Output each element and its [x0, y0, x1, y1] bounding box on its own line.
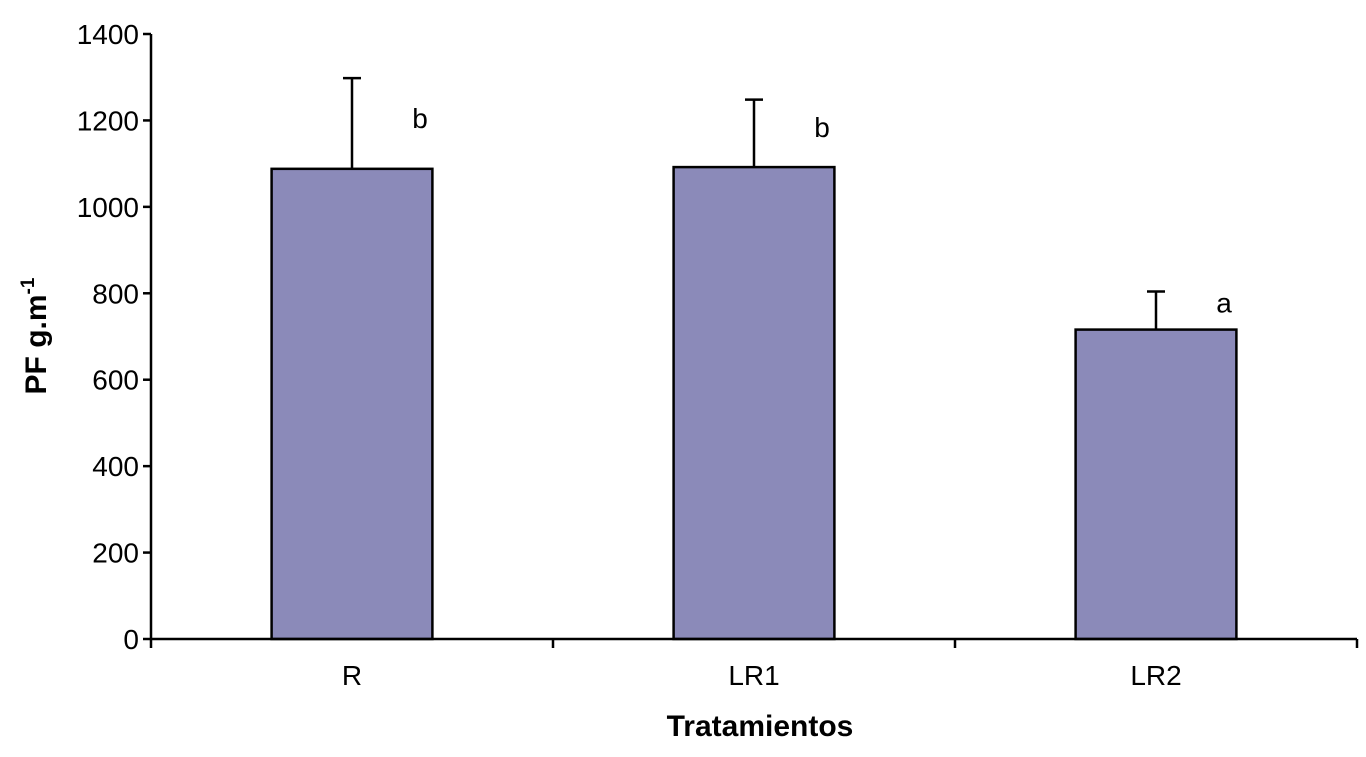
- y-ticks-layer: 0 200 400 600 800 1000 1200 1400: [77, 19, 151, 655]
- y-tick-label: 600: [92, 365, 139, 396]
- y-tick-label: 1400: [77, 19, 139, 50]
- y-tick-label: 800: [92, 278, 139, 309]
- significance-labels-layer: b b a: [412, 103, 1232, 318]
- x-axis-title: Tratamientos: [667, 710, 854, 743]
- axes-layer: [149, 34, 1357, 641]
- bar-r: [270, 167, 434, 641]
- y-tick-label: 1000: [77, 192, 139, 223]
- bar-lr1: [672, 165, 836, 641]
- significance-letter-lr1: b: [814, 112, 830, 143]
- y-tick-label: 200: [92, 538, 139, 569]
- y-tick-label: 0: [123, 624, 139, 655]
- significance-letter-r: b: [412, 103, 428, 134]
- y-axis-title-exponent: -1: [18, 277, 39, 294]
- x-ticks-layer: R LR1 LR2: [149, 639, 1359, 691]
- significance-letter-lr2: a: [1216, 287, 1232, 318]
- x-tick-label-lr2: LR2: [1130, 660, 1181, 691]
- y-tick-label: 400: [92, 451, 139, 482]
- bars-layer: [270, 165, 1238, 641]
- error-bars-layer: [343, 76, 1165, 330]
- y-tick-label: 1200: [77, 105, 139, 136]
- y-axis-title-main: PF g.m: [20, 294, 53, 394]
- x-tick-label-lr1: LR1: [728, 660, 779, 691]
- y-axis-title: PF g.m-1: [18, 277, 53, 394]
- x-tick-label-r: R: [342, 660, 362, 691]
- bar-lr2: [1074, 328, 1238, 641]
